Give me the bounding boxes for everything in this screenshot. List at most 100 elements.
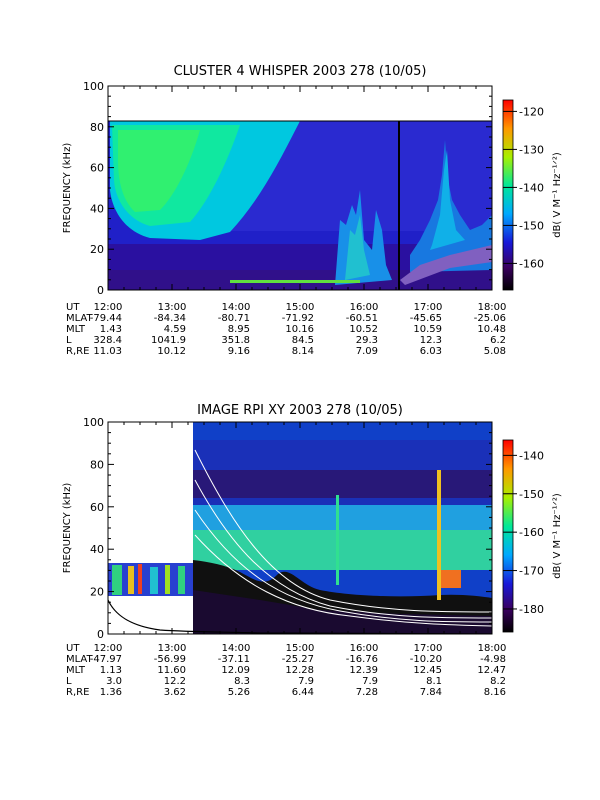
ephemeris-cell: 12.28 [285, 665, 314, 676]
panel1-spectrogram [108, 121, 492, 290]
colorbar-tick-label: -170 [519, 565, 544, 578]
ephemeris-row-label: L [66, 676, 72, 687]
ephemeris-cell: -25.27 [282, 654, 314, 665]
ephemeris-cell: 10.12 [157, 346, 186, 357]
ephemeris-cell: 14:00 [222, 643, 251, 654]
ephemeris-cell: 4.59 [164, 324, 186, 335]
ephemeris-cell: 17:00 [414, 302, 443, 313]
ephemeris-cell: 10.48 [477, 324, 506, 335]
ephemeris-cell: 6.03 [420, 346, 442, 357]
ephemeris-cell: 10.52 [349, 324, 378, 335]
y-tick-label: 60 [90, 162, 104, 175]
ephemeris-row-label: R,RE [66, 687, 89, 698]
ephemeris-cell: 16:00 [350, 643, 379, 654]
colorbar-tick-label: -140 [519, 449, 544, 462]
ephemeris-cell: 16:00 [350, 302, 379, 313]
colorbar-tick-label: -180 [519, 603, 544, 616]
ephemeris-cell: 7.28 [356, 687, 378, 698]
ephemeris-cell: 11.03 [93, 346, 122, 357]
panel2-colorbar [503, 440, 513, 632]
ephemeris-cell: 5.08 [484, 346, 506, 357]
ephemeris-cell: 1.43 [100, 324, 122, 335]
panel2-x-ticks [107, 422, 493, 634]
ephemeris-cell: 29.3 [356, 335, 378, 346]
ephemeris-cell: -16.76 [346, 654, 378, 665]
panel1-colorbar [503, 100, 513, 290]
panel2-ephemeris-table: UT 12:00 13:00 14:00 15:00 16:00 17:00 18:00 MLA… [66, 643, 506, 698]
ephemeris-cell: 12.2 [164, 676, 186, 687]
panel1-x-ticks [107, 86, 493, 290]
ephemeris-cell: -4.98 [480, 654, 506, 665]
y-tick-label: 0 [97, 628, 104, 641]
ephemeris-cell: -45.65 [410, 313, 442, 324]
ephemeris-row-label: MLAT [66, 654, 93, 665]
ephemeris-cell: 7.09 [356, 346, 378, 357]
ephemeris-cell: 351.8 [221, 335, 250, 346]
ephemeris-cell: 1.13 [100, 665, 122, 676]
ephemeris-cell: 8.14 [292, 346, 314, 357]
ephemeris-cell: 12:00 [94, 302, 123, 313]
ephemeris-row-label: MLAT [66, 313, 93, 324]
ephemeris-row-label: MLT [66, 324, 86, 335]
ephemeris-cell: -56.99 [154, 654, 186, 665]
ephemeris-cell: -60.51 [346, 313, 378, 324]
panel1-y-axis: 0 20 40 60 80 100 [83, 80, 492, 297]
panel2-spectrogram [108, 422, 492, 634]
ephemeris-cell: 5.26 [228, 687, 250, 698]
ephemeris-cell: 13:00 [158, 302, 187, 313]
colorbar-tick-label: -140 [519, 181, 544, 194]
ephemeris-row-label: UT [66, 302, 80, 313]
ephemeris-cell: 8.1 [426, 676, 442, 687]
ephemeris-cell: 10.16 [285, 324, 314, 335]
ephemeris-cell: 7.9 [362, 676, 378, 687]
ephemeris-cell: 18:00 [478, 302, 507, 313]
ephemeris-cell: -37.11 [218, 654, 250, 665]
y-tick-label: 40 [90, 202, 104, 215]
y-tick-label: 60 [90, 501, 104, 514]
ephemeris-cell: -47.97 [90, 654, 122, 665]
y-tick-label: 40 [90, 543, 104, 556]
ephemeris-cell: -84.34 [154, 313, 186, 324]
panel1-y-label: FREQUENCY (kHz) [62, 143, 73, 234]
colorbar-frame [502, 439, 514, 633]
ephemeris-cell: 84.5 [292, 335, 314, 346]
ephemeris-cell: -79.44 [90, 313, 122, 324]
ephemeris-cell: 12.39 [349, 665, 378, 676]
ephemeris-cell: 8.16 [484, 687, 506, 698]
y-tick-label: 0 [97, 284, 104, 297]
ephemeris-cell: 1.36 [100, 687, 122, 698]
ephemeris-cell: 7.84 [420, 687, 442, 698]
panel1-colorbar-label: dB( V M⁻¹ Hz⁻¹ᐟ²) [552, 152, 563, 238]
colorbar-tick-label: -160 [519, 526, 544, 539]
ephemeris-cell: 18:00 [478, 643, 507, 654]
ephemeris-cell: 12.09 [221, 665, 250, 676]
panel-image-rpi: IMAGE RPI XY 2003 278 (10/05) [62, 403, 563, 698]
ephemeris-cell: -71.92 [282, 313, 314, 324]
ephemeris-cell: 7.9 [298, 676, 314, 687]
panel2-title: IMAGE RPI XY 2003 278 (10/05) [197, 403, 403, 418]
ephemeris-cell: -80.71 [218, 313, 250, 324]
colorbar-tick-label: -160 [519, 257, 544, 270]
colorbar-tick-label: -120 [519, 105, 544, 118]
colorbar-tick-label: -150 [519, 488, 544, 501]
ephemeris-cell: 14:00 [222, 302, 251, 313]
panel1-ephemeris-table: UT 12:00 13:00 14:00 15:00 16:00 17:00 18:00 MLA… [66, 302, 506, 357]
ephemeris-cell: 9.16 [228, 346, 250, 357]
panel2-y-label: FREQUENCY (kHz) [62, 483, 73, 574]
ephemeris-cell: 13:00 [158, 643, 187, 654]
ephemeris-row-label: R,RE [66, 346, 89, 357]
colorbar-frame [502, 99, 514, 291]
ephemeris-cell: 12.45 [413, 665, 442, 676]
ephemeris-cell: 8.2 [490, 676, 506, 687]
y-tick-label: 20 [90, 586, 104, 599]
colorbar-tick-label: -130 [519, 143, 544, 156]
ephemeris-cell: 11.60 [157, 665, 186, 676]
ephemeris-cell: 12:00 [94, 643, 123, 654]
ephemeris-cell: 8.95 [228, 324, 250, 335]
ephemeris-cell: 8.3 [234, 676, 250, 687]
y-tick-label: 100 [83, 80, 104, 93]
ephemeris-cell: 17:00 [414, 643, 443, 654]
y-tick-label: 20 [90, 243, 104, 256]
panel1-colorbar-ticks: -120 -130 -140 -150 -160 [502, 99, 544, 291]
ephemeris-cell: 12.47 [477, 665, 506, 676]
